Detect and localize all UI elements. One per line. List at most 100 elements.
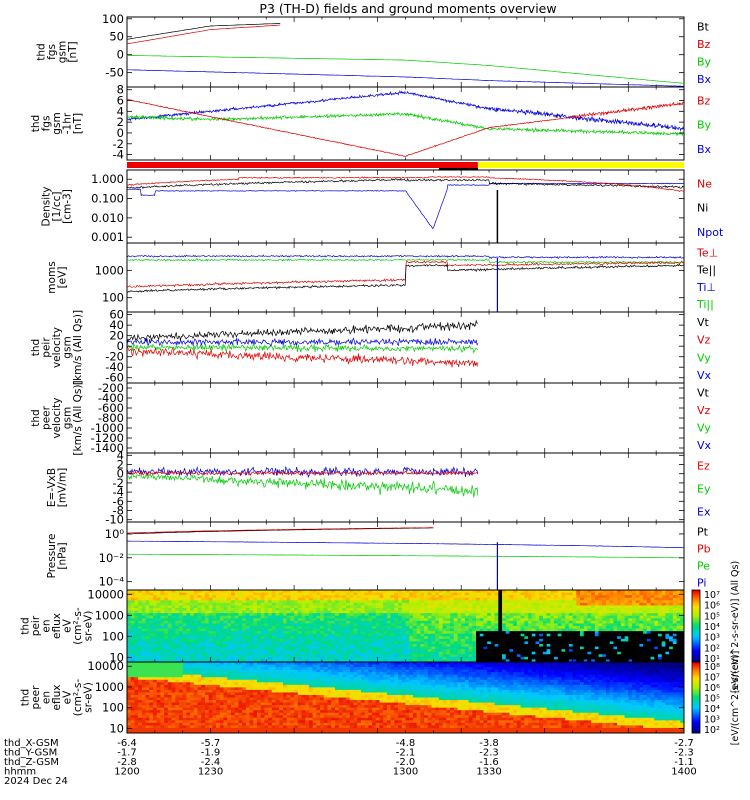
spectrogram-cell	[375, 628, 380, 632]
spectrogram-cell	[145, 602, 150, 606]
spectrogram-cell	[372, 631, 377, 635]
spectrogram-cell	[520, 654, 525, 658]
spectrogram-cell	[632, 618, 637, 622]
spectrogram-cell	[572, 608, 577, 611]
spectrogram-cell	[216, 613, 221, 617]
spectrogram-cell	[542, 623, 547, 627]
spectrogram-cell	[223, 623, 228, 627]
spectrogram-cell	[171, 590, 176, 593]
spectrogram-cell	[279, 631, 284, 635]
y-tick-label: 10⁰	[105, 527, 125, 541]
spectrogram-cell	[175, 644, 180, 647]
spectrogram-cell	[606, 659, 611, 663]
spectrogram-cell	[565, 615, 570, 619]
spectrogram-cell	[650, 610, 655, 614]
spectrogram-cell	[145, 610, 150, 614]
spectrogram-cell	[141, 669, 146, 673]
spectrogram-cell	[375, 638, 380, 642]
spectrogram-cell	[606, 613, 611, 617]
spectrogram-cell	[613, 620, 618, 624]
spectrogram-cell	[435, 656, 440, 660]
spectrogram-cell	[204, 659, 210, 663]
spectrogram-cell	[576, 597, 581, 601]
spectrogram-cell	[639, 618, 644, 622]
spectrogram-cell	[149, 710, 154, 714]
spectrogram-cell	[141, 712, 146, 716]
spectrogram-cell	[542, 592, 547, 596]
spectrogram-cell	[487, 628, 492, 632]
spectrogram-cell	[242, 646, 247, 650]
spectrogram-cell	[609, 644, 614, 647]
spectrogram-cell	[672, 651, 677, 655]
spectrogram-cell	[405, 628, 410, 632]
spectrogram-cell	[149, 707, 154, 711]
spectrogram-cell	[286, 618, 291, 622]
spectrogram-cell	[130, 689, 135, 693]
spectrogram-cell	[334, 590, 340, 593]
spectrogram-cell	[249, 623, 254, 627]
spectrogram-cell	[127, 705, 132, 709]
spectrogram-cell	[650, 636, 655, 640]
spectrogram-cell	[386, 613, 392, 617]
spectrogram-cell	[178, 605, 184, 609]
spectrogram-cell	[620, 644, 625, 647]
spectrogram-cell	[513, 615, 518, 619]
spectrogram-cell	[364, 610, 369, 614]
spectrogram-cell	[464, 659, 470, 663]
spectrogram-cell	[665, 592, 670, 596]
spectrogram-cell	[669, 608, 674, 611]
spectrogram-cell	[178, 608, 184, 611]
spectrogram-cell	[212, 626, 217, 629]
spectrogram-cell	[394, 656, 399, 660]
spectrogram-cell	[253, 641, 258, 645]
spectrogram-cell	[286, 649, 291, 653]
spectrogram-cell	[457, 654, 462, 658]
spectrogram-cell	[535, 631, 540, 635]
spectrogram-cell	[598, 600, 603, 604]
spectrogram-cell	[583, 656, 588, 660]
spectrogram-cell	[334, 608, 340, 611]
spectrogram-cell	[483, 626, 488, 629]
spectrogram-cell	[464, 595, 470, 599]
spectrogram-cell	[431, 613, 436, 617]
spectrogram-cell	[568, 626, 573, 629]
spectrogram-cell	[680, 633, 685, 637]
spectrogram-cell	[542, 644, 547, 647]
spectrogram-cell	[372, 656, 377, 660]
spectrogram-cell	[409, 618, 414, 622]
spectrogram-cell	[141, 636, 146, 640]
spectrogram-cell	[193, 638, 198, 642]
spectrogram-cell	[141, 687, 146, 691]
spectrogram-cell	[279, 646, 284, 650]
spectrogram-cell	[186, 608, 191, 611]
spectrogram-cell	[420, 654, 425, 658]
spectrogram-cell	[580, 659, 585, 663]
spectrogram-cell	[141, 605, 146, 609]
spectrogram-cell	[138, 662, 143, 665]
spectrogram-cell	[576, 651, 581, 655]
spectrogram-cell	[509, 656, 514, 660]
spectrogram-cell	[268, 623, 273, 627]
spectrogram-cell	[175, 659, 180, 663]
spectrogram-cell	[186, 651, 191, 655]
spectrogram-cell	[513, 644, 518, 647]
spectrogram-cell	[557, 659, 562, 663]
spectrogram-cell	[576, 646, 581, 650]
spectrogram-cell	[565, 651, 570, 655]
spectrogram-cell	[676, 610, 681, 614]
spectrogram-cell	[583, 610, 588, 614]
spectrogram-cell	[509, 600, 514, 604]
spectrogram-cell	[658, 610, 663, 614]
spectrogram-cell	[565, 608, 570, 611]
spectrogram-cell	[253, 654, 258, 658]
spectrogram-cell	[639, 620, 644, 624]
spectrogram-cell	[591, 646, 596, 650]
spectrogram-cell	[334, 602, 340, 606]
spectrogram-cell	[424, 605, 429, 609]
spectrogram-cell	[632, 597, 637, 601]
spectrogram-cell	[212, 595, 217, 599]
spectrogram-cell	[509, 615, 514, 619]
spectrogram-cell	[572, 633, 577, 637]
spectrogram-cell	[167, 649, 172, 653]
spectrogram-cell	[334, 618, 340, 622]
